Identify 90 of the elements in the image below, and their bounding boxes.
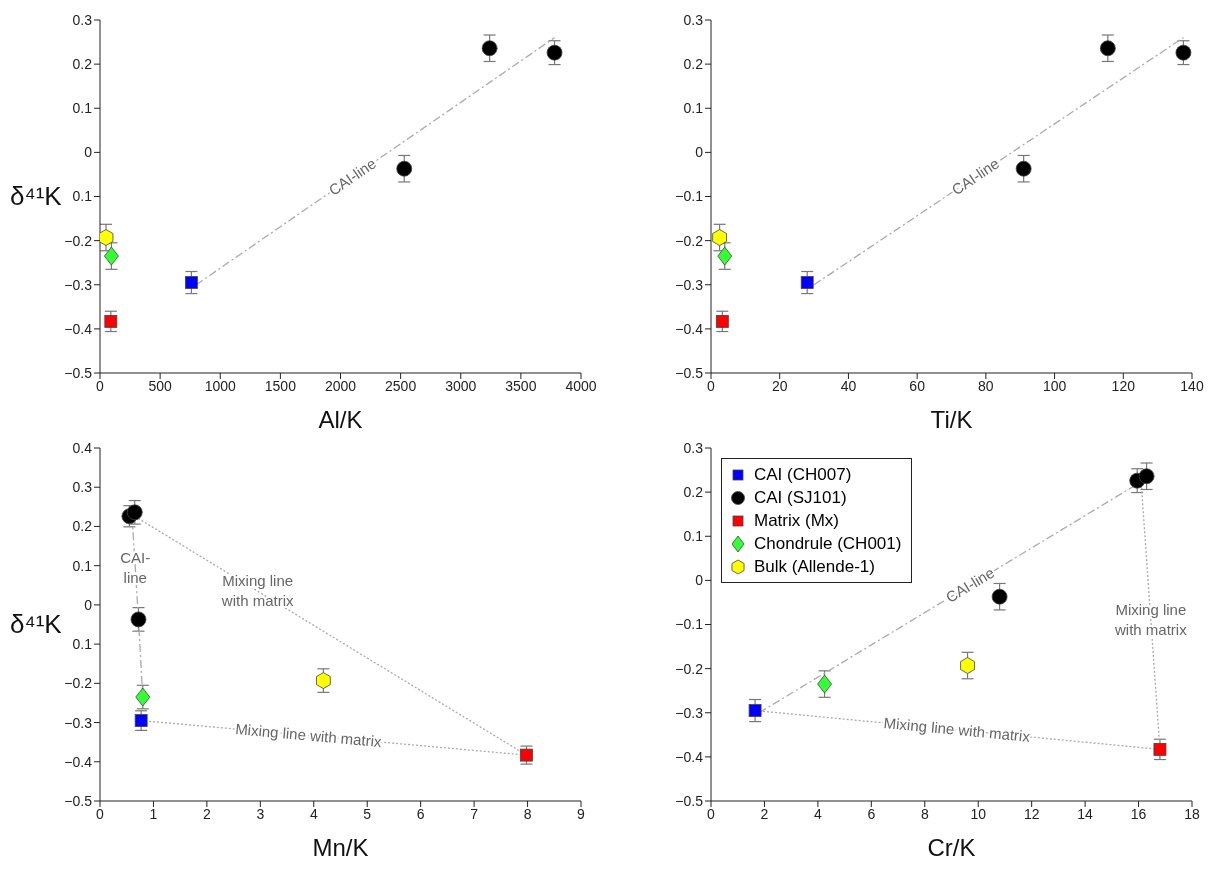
x-axis-title: Ti/K <box>930 406 973 433</box>
y-tick-label: −0.1 <box>675 188 704 205</box>
x-tick-label: 4 <box>813 805 822 822</box>
x-tick-label: 8 <box>920 805 929 822</box>
x-tick-label: 1500 <box>264 377 297 394</box>
x-tick-label: 2000 <box>324 377 357 394</box>
y-tick-label: −0.4 <box>675 748 704 765</box>
x-tick-label: 12 <box>1023 805 1040 822</box>
y-tick-label: −0.2 <box>64 675 93 692</box>
y-tick-label: 0.1 <box>683 528 704 545</box>
x-axis-title: Al/K <box>318 406 363 433</box>
legend-label: Matrix (Mx) <box>754 510 839 532</box>
y-axis-title: δ⁴¹K <box>10 180 63 211</box>
x-tick-label: 0 <box>707 377 716 394</box>
legend-label: CAI (CH007) <box>754 464 852 486</box>
annotation: Mixing line with matrix <box>234 720 383 751</box>
y-tick-label: −0.2 <box>64 232 93 249</box>
y-tick-label: 0 <box>695 572 704 589</box>
y-tick-label: 0.2 <box>72 518 93 535</box>
y-tick-label: −0.5 <box>64 792 93 809</box>
y-tick-label: −0.4 <box>64 753 93 770</box>
x-tick-label: 140 <box>1180 377 1204 394</box>
y-tick-label: 0.4 <box>72 439 93 456</box>
x-tick-label: 3000 <box>445 377 477 394</box>
y-tick-label: 0.2 <box>72 56 93 73</box>
x-tick-label: 10 <box>970 805 987 822</box>
y-tick-label: 0.2 <box>683 484 704 501</box>
y-tick-label: −0.4 <box>64 320 93 337</box>
x-tick-label: 60 <box>909 377 926 394</box>
x-tick-label: 120 <box>1111 377 1136 394</box>
y-tick-label: 0.3 <box>72 11 93 28</box>
x-tick-label: 0 <box>96 805 105 822</box>
x-tick-label: 1 <box>149 805 158 822</box>
x-tick-label: 4000 <box>565 377 597 394</box>
x-tick-label: 6 <box>867 805 876 822</box>
x-axis-title: Cr/K <box>927 834 976 861</box>
x-tick-label: 500 <box>148 377 173 394</box>
y-tick-label: −0.3 <box>64 714 93 731</box>
x-tick-label: 2 <box>760 805 769 822</box>
y-tick-label: 0 <box>695 144 704 161</box>
y-tick-label: −0.2 <box>675 660 704 677</box>
x-tick-label: 9 <box>577 805 586 822</box>
x-tick-label: 2500 <box>385 377 417 394</box>
y-axis-title: δ⁴¹K <box>10 608 63 639</box>
y-tick-label: 0.3 <box>683 11 704 28</box>
y-tick-label: −0.3 <box>675 276 704 293</box>
x-tick-label: 3500 <box>505 377 537 394</box>
legend-label: Bulk (Allende-1) <box>754 556 875 578</box>
y-tick-label: −0.5 <box>64 364 93 381</box>
annotation: CAI- line <box>120 548 151 586</box>
y-tick-label: 0 <box>84 596 93 613</box>
y-tick-label: 0.1 <box>72 557 93 574</box>
x-tick-label: 8 <box>523 805 532 822</box>
x-tick-label: 7 <box>470 805 479 822</box>
y-tick-label: −0.3 <box>675 704 704 721</box>
x-tick-label: 20 <box>771 377 788 394</box>
x-tick-label: 0 <box>707 805 716 822</box>
legend-label: CAI (SJ101) <box>754 487 847 509</box>
y-tick-label: 0.1 <box>72 188 93 205</box>
x-tick-label: 40 <box>840 377 857 394</box>
x-tick-label: 18 <box>1184 805 1200 822</box>
x-axis-title: Mn/K <box>312 834 369 861</box>
y-tick-label: 0 <box>84 144 93 161</box>
x-tick-label: 16 <box>1130 805 1147 822</box>
y-tick-label: 0.3 <box>72 479 93 496</box>
y-tick-label: −0.5 <box>675 792 704 809</box>
y-tick-label: −0.1 <box>675 616 704 633</box>
y-tick-label: −0.2 <box>675 232 704 249</box>
y-tick-label: −0.3 <box>64 276 93 293</box>
x-tick-label: 4 <box>309 805 318 822</box>
annotation: Mixing line with matrix <box>883 713 1032 745</box>
x-tick-label: 6 <box>416 805 425 822</box>
y-tick-label: 0.1 <box>72 100 93 117</box>
legend-label: Chondrule (CH001) <box>754 533 902 555</box>
x-tick-label: 1000 <box>204 377 237 394</box>
x-tick-label: 0 <box>96 377 105 394</box>
x-tick-label: 3 <box>256 805 265 822</box>
x-tick-label: 100 <box>1042 377 1067 394</box>
y-tick-label: 0.3 <box>683 439 704 456</box>
x-tick-label: 2 <box>202 805 211 822</box>
x-tick-label: 80 <box>978 377 994 394</box>
y-tick-label: 0.1 <box>683 100 704 117</box>
y-tick-label: −0.4 <box>675 320 704 337</box>
y-tick-label: 0.1 <box>72 636 93 653</box>
annotation: Mixing line with matrix <box>220 572 294 610</box>
y-tick-label: 0.2 <box>683 56 704 73</box>
x-tick-label: 14 <box>1077 805 1094 822</box>
y-tick-label: −0.5 <box>675 364 704 381</box>
x-tick-label: 5 <box>363 805 372 822</box>
annotation: Mixing line with matrix <box>1114 601 1188 639</box>
